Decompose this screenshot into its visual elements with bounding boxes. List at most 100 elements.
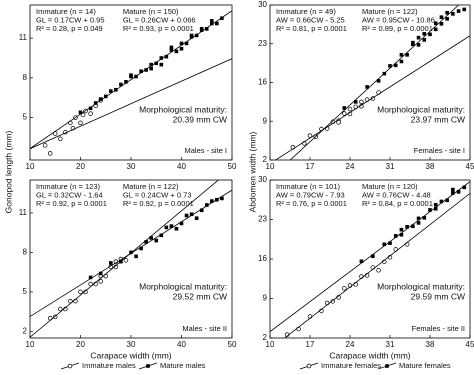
mature-point (422, 38, 427, 42)
immature-label: Immature (n = 123) (36, 182, 100, 191)
mature-stats: R² = 0.93, p = 0.0001 (123, 24, 194, 33)
y-tick-label: 11 (19, 208, 28, 217)
mature-point (220, 16, 224, 21)
y-tick-label: 9 (263, 294, 268, 303)
x-axis-label: Carapace width (mm) (90, 350, 171, 360)
mature-point (433, 206, 438, 211)
legend-label: Immature females (321, 361, 381, 370)
mature-point (411, 40, 415, 45)
mature-point (189, 212, 194, 217)
maturity-label: Morphological maturity: (377, 105, 465, 115)
immature-point (88, 281, 93, 287)
mature-point (144, 68, 148, 72)
mature-point (184, 41, 189, 46)
immature-point (307, 133, 313, 138)
immature-point (342, 111, 347, 116)
regression-line (30, 189, 232, 317)
mature-point (451, 191, 455, 195)
mature-equation: GL = 0.24CW + 0.73 (123, 190, 192, 199)
mature-stats: R² = 0.92, p = 0.0001 (123, 199, 194, 208)
mature-point (199, 27, 204, 31)
plot-area (270, 181, 470, 338)
mature-point (342, 106, 347, 110)
plot-area (30, 180, 232, 338)
immature-equation: GL = 0.32CW - 1.64 (36, 190, 103, 199)
mature-point (371, 254, 375, 258)
mature-point (416, 216, 421, 221)
legend-marker (385, 364, 389, 368)
mature-point (139, 246, 143, 251)
mature-point (405, 225, 409, 229)
mature-stats: R² = 0.89, p = 0.0001 (362, 24, 433, 33)
y-tick-label: 16 (258, 254, 267, 263)
mature-equation: AW = 0.95CW - 10.86 (362, 15, 435, 24)
mature-point (451, 12, 455, 16)
mature-point (433, 27, 438, 32)
regression-line (30, 58, 232, 150)
mature-point (393, 234, 398, 238)
y-tick-label: 8 (23, 248, 28, 257)
legend-marker (67, 363, 73, 369)
mature-point (179, 46, 184, 51)
mature-point (194, 33, 199, 38)
maturity-label: Morphological maturity: (139, 105, 227, 115)
mature-point (456, 9, 461, 13)
mature-point (439, 22, 444, 26)
x-tick-label: 45 (466, 340, 474, 349)
immature-equation: AW = 0.66CW - 5.25 (276, 15, 345, 24)
mature-point (428, 208, 432, 212)
mature-point (154, 238, 159, 243)
immature-point (123, 258, 129, 263)
mature-point (149, 236, 153, 240)
mature-point (199, 208, 204, 213)
x-tick-label: 40 (177, 340, 186, 349)
immature-stats: R² = 0.28, p = 0.049 (36, 24, 103, 33)
immature-point (330, 299, 336, 304)
mature-point (445, 17, 449, 21)
y-axis-label: Gonopod length (mm) (3, 130, 13, 213)
mature-point (416, 221, 421, 225)
mature-point (134, 254, 138, 259)
mature-point (456, 190, 461, 194)
mature-point (428, 32, 432, 37)
mature-point (129, 73, 133, 78)
mature-label: Mature (n = 122) (123, 182, 179, 191)
immature-point (52, 314, 58, 320)
mature-point (416, 43, 421, 47)
mature-point (179, 221, 184, 226)
mature-equation: AW = 0.76CW - 4.48 (362, 190, 431, 199)
mature-point (399, 232, 404, 237)
mature-point (159, 233, 164, 238)
immature-point (342, 286, 347, 291)
mature-point (124, 80, 128, 84)
mature-point (445, 10, 449, 15)
immature-point (88, 111, 93, 116)
mature-label: Mature (n = 122) (362, 7, 418, 16)
mature-point (376, 79, 381, 83)
x-tick-label: 10 (26, 162, 35, 171)
immature-equation: GL = 0.17CW + 0.95 (36, 15, 105, 24)
maturity-value: 29.52 mm CW (173, 292, 227, 302)
y-tick-label: 5 (23, 113, 28, 122)
mature-point (439, 15, 444, 19)
y-tick-label: 9 (263, 116, 268, 125)
mature-point (174, 49, 179, 54)
immature-point (78, 120, 83, 126)
maturity-value: 29.59 mm CW (411, 292, 465, 302)
immature-equation: AW = 0.79CW - 7.93 (276, 190, 345, 199)
mature-point (439, 199, 444, 204)
immature-point (78, 289, 83, 295)
mature-point (179, 41, 184, 46)
legend-label: Mature females (399, 361, 451, 370)
mature-point (204, 203, 209, 207)
x-tick-label: 20 (76, 340, 85, 349)
x-tick-label: 38 (426, 162, 435, 171)
x-tick-label: 30 (127, 162, 136, 171)
x-tick-label: 10 (26, 340, 35, 349)
mature-point (159, 56, 164, 60)
immature-point (58, 306, 63, 312)
mature-point (78, 110, 83, 115)
mature-point (109, 89, 113, 93)
